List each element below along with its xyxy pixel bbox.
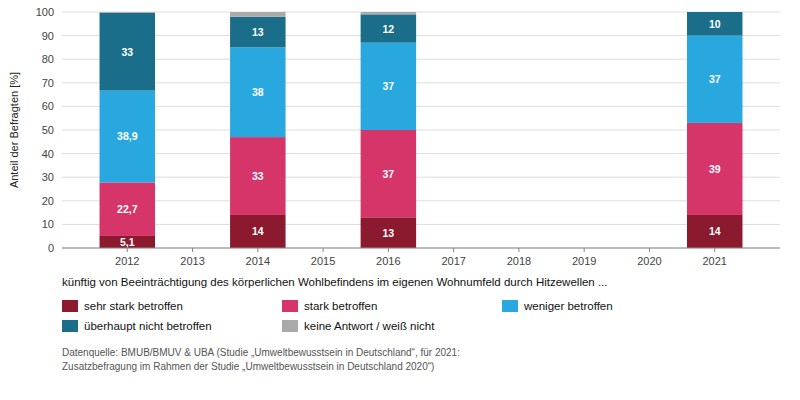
- x-tick: [518, 248, 519, 252]
- legend-swatch: [502, 300, 518, 312]
- x-tick: [257, 248, 258, 252]
- source-note: Zusatzbefragung im Rahmen der Studie „Um…: [62, 361, 434, 372]
- x-tick-label: 2019: [572, 255, 596, 267]
- legend-label: keine Antwort / weiß nicht: [304, 320, 435, 332]
- x-tick-label: 2014: [246, 255, 270, 267]
- bar-segment: [100, 236, 155, 248]
- data-label: 38,9: [117, 130, 138, 142]
- grid: [62, 12, 780, 248]
- bar-segment: [100, 91, 155, 183]
- bar-segment: [230, 215, 285, 248]
- legend-swatch: [282, 320, 298, 332]
- bar-segment: [230, 12, 285, 17]
- x-tick-label: 2021: [702, 255, 726, 267]
- data-label: 38: [252, 86, 264, 98]
- grid-line: [62, 153, 780, 154]
- grid-line: [62, 12, 780, 13]
- x-axis-line: [62, 248, 780, 249]
- x-tick-label: 2020: [637, 255, 661, 267]
- grid-line: [62, 177, 780, 178]
- x-tick-label: 2016: [376, 255, 400, 267]
- y-tick-label: 50: [42, 124, 54, 136]
- data-label: 33: [121, 46, 133, 58]
- bar-segment: [361, 12, 416, 14]
- legend-swatch: [282, 300, 298, 312]
- x-tick: [388, 248, 389, 252]
- legend-swatch: [62, 320, 78, 332]
- bar-segment: [230, 137, 285, 215]
- grid-line: [62, 200, 780, 201]
- chart: 0 10 20 30 40 50 60 70 80 90 100 Anteil der Befragt…: [0, 0, 800, 400]
- grid-line: [62, 35, 780, 36]
- y-axis-label: Anteil der Befragten [%]: [8, 72, 20, 188]
- y-tick-label: 30: [42, 171, 54, 183]
- data-label: 12: [383, 23, 395, 35]
- bar-segment: [230, 17, 285, 48]
- x-tick: [323, 248, 324, 252]
- bar-segment: [361, 43, 416, 130]
- legend-label: sehr stark betroffen: [84, 300, 183, 312]
- x-tick-label: 2017: [441, 255, 465, 267]
- data-label: 39: [709, 163, 721, 175]
- y-tick-label: 90: [42, 30, 54, 42]
- bar-segment: [687, 123, 742, 215]
- x-tick-label: 2013: [180, 255, 204, 267]
- data-label: 14: [709, 225, 721, 237]
- y-tick-label: 0: [48, 242, 54, 254]
- legend-label: stark betroffen: [304, 300, 377, 312]
- x-tick: [453, 248, 454, 252]
- legend: sehr stark betroffen stark betroffen wenig…: [62, 300, 613, 332]
- data-labels: 5,1 14 13 14 22,7 33 37 39 38,9 38 37 37 33 13 12 10: [117, 18, 721, 248]
- y-tick-label: 10: [42, 218, 54, 230]
- y-tick-label: 80: [42, 53, 54, 65]
- x-tick-label: 2018: [507, 255, 531, 267]
- data-label: 14: [252, 225, 264, 237]
- y-tick-label: 20: [42, 195, 54, 207]
- x-tick: [192, 248, 193, 252]
- bar-segment: [100, 182, 155, 236]
- data-label: 22,7: [117, 203, 138, 215]
- x-tick-label: 2015: [311, 255, 335, 267]
- data-label: 33: [252, 170, 264, 182]
- data-label: 37: [383, 80, 395, 92]
- grid-line: [62, 82, 780, 83]
- grid-line: [62, 130, 780, 131]
- legend-label: überhaupt nicht betroffen: [84, 320, 212, 332]
- y-tick-label: 60: [42, 100, 54, 112]
- grid-line: [62, 248, 780, 249]
- bar-segment: [687, 12, 742, 36]
- x-tick: [714, 248, 715, 252]
- x-tick-label: 2012: [115, 255, 139, 267]
- data-label: 37: [709, 73, 721, 85]
- bars: [100, 12, 743, 248]
- bar-segment: [100, 12, 155, 13]
- x-tick: [127, 248, 128, 252]
- y-tick-label: 100: [36, 6, 54, 18]
- legend-label: weniger betroffen: [523, 300, 613, 312]
- bar-segment: [687, 215, 742, 248]
- bar-segment: [361, 130, 416, 217]
- data-label: 13: [252, 26, 264, 38]
- grid-line: [62, 106, 780, 107]
- data-label: 13: [383, 227, 395, 239]
- subtitle: künftig von Beeinträchtigung des körperl…: [62, 276, 608, 288]
- x-tick: [584, 248, 585, 252]
- bar-segment: [230, 47, 285, 137]
- data-label: 37: [383, 168, 395, 180]
- y-tick-label: 70: [42, 77, 54, 89]
- grid-line: [62, 59, 780, 60]
- bar-segment: [687, 36, 742, 123]
- x-tick: [649, 248, 650, 252]
- data-label: 10: [709, 18, 721, 30]
- bar-segment: [361, 14, 416, 42]
- grid-line: [62, 224, 780, 225]
- bar-segment: [361, 217, 416, 248]
- source-note: Datenquelle: BMUB/BMUV & UBA (Studie „Um…: [62, 347, 460, 358]
- legend-swatch: [62, 300, 78, 312]
- data-label: 5,1: [120, 236, 135, 248]
- y-tick-label: 40: [42, 148, 54, 160]
- bar-segment: [100, 13, 155, 91]
- bar-segment: [687, 12, 742, 13]
